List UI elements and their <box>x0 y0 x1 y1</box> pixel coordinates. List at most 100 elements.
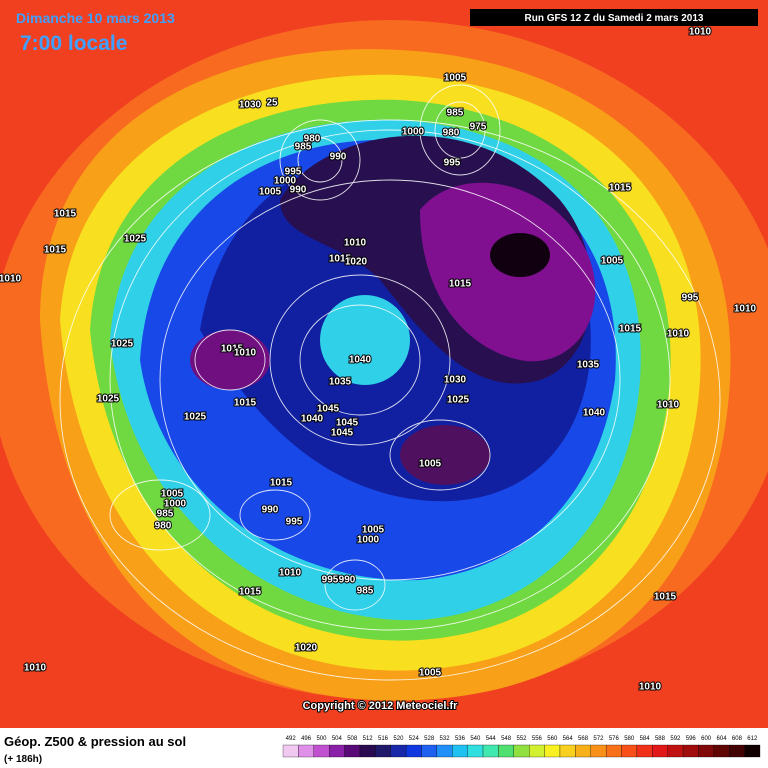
legend-swatch <box>590 744 607 758</box>
legend-swatch <box>282 744 299 758</box>
copyright: Copyright © 2012 Meteociel.fr <box>303 700 459 712</box>
legend-swatch <box>713 744 730 758</box>
isobar-label: 1015 <box>329 254 352 265</box>
isobar-label: 1010 <box>24 663 47 674</box>
isobar-label: 1015 <box>449 279 472 290</box>
isobar-label: 1045 <box>331 428 354 439</box>
legend-swatch <box>682 744 699 758</box>
isobar-label: 1010 <box>279 568 302 579</box>
isobar-label: 1005 <box>419 459 442 470</box>
legend-swatch <box>313 744 330 758</box>
legend-label: 544 <box>486 736 497 742</box>
legend-label: 536 <box>455 736 466 742</box>
isobar-label: 1005 <box>259 187 282 198</box>
legend-label: 556 <box>532 736 543 742</box>
legend-swatch <box>652 744 668 758</box>
isobar-label: 1010 <box>639 682 662 693</box>
isobar-label: 990 <box>330 152 347 163</box>
isobar-label: 1010 <box>657 400 680 411</box>
isobar-label: 1025 <box>97 394 120 405</box>
time-label: 7:00 locale <box>20 32 127 55</box>
legend-label: 524 <box>409 736 420 742</box>
isobar-label: 985 <box>295 142 312 153</box>
isobar-label: 25 <box>266 98 278 109</box>
legend-label: 512 <box>363 736 374 742</box>
legend-label: 500 <box>316 736 327 742</box>
legend-label: 580 <box>624 736 635 742</box>
isobar-label: 1040 <box>583 408 606 419</box>
isobar-label: 1005 <box>601 256 624 267</box>
legend-label: 576 <box>609 736 620 742</box>
isobar-label: 1000 <box>274 176 297 187</box>
legend-swatch <box>621 744 638 758</box>
legend-swatch <box>359 744 376 758</box>
legend-label: 588 <box>655 736 666 742</box>
isobar-label: 990 <box>339 575 356 586</box>
isobar-label: 1015 <box>654 592 677 603</box>
legend-swatch <box>744 744 761 758</box>
legend-label: 528 <box>424 736 435 742</box>
legend-swatch <box>513 744 530 758</box>
field-band <box>320 295 410 385</box>
isobar-label: 985 <box>157 509 174 520</box>
isobar-label: 1005 <box>444 73 467 84</box>
isobar-label: 980 <box>443 128 460 139</box>
field-band <box>400 425 490 485</box>
geopotential-fields <box>0 20 768 701</box>
run-box <box>470 9 758 26</box>
legend-label: 572 <box>593 736 604 742</box>
isobar-label: 1040 <box>301 414 324 425</box>
isobar-label: 1025 <box>184 412 207 423</box>
isobar-label: 1015 <box>54 209 77 220</box>
legend-swatch <box>344 744 361 758</box>
isobar-label: 1000 <box>164 499 187 510</box>
legend-swatch <box>667 744 684 758</box>
legend-swatch <box>436 744 453 758</box>
isobar-label: 1045 <box>317 404 340 415</box>
legend-swatch <box>575 744 591 758</box>
isobar-label: 1015 <box>44 245 67 256</box>
isobar-label: 1015 <box>234 398 257 409</box>
legend-swatch <box>544 744 561 758</box>
legend-label: 612 <box>747 736 758 742</box>
legend-label: 520 <box>393 736 404 742</box>
isobar-label: 1030 <box>239 100 262 111</box>
run-label: Run GFS 12 Z du Samedi 2 mars 2013 <box>525 13 704 24</box>
legend-swatch <box>421 744 438 758</box>
isobar-label: 1005 <box>161 489 184 500</box>
field-band <box>190 330 270 390</box>
isobar-label: 1025 <box>111 339 134 350</box>
legend-swatch <box>482 744 499 758</box>
isobar-label: 975 <box>470 122 487 133</box>
isobar-label: 1025 <box>124 234 147 245</box>
isobar-label: 1010 <box>689 27 712 38</box>
isobar-label: 1015 <box>221 344 244 355</box>
isobar-label: 1015 <box>270 478 293 489</box>
isobar-label: 995 <box>285 167 302 178</box>
isobar-label: 985 <box>447 108 464 119</box>
legend-label: 568 <box>578 736 589 742</box>
legend-label: 504 <box>332 736 343 742</box>
legend-swatch <box>390 744 407 758</box>
isobar-label: 1000 <box>357 535 380 546</box>
footer-lead: (+ 186h) <box>4 754 42 765</box>
isobar-label: 1025 <box>447 395 470 406</box>
isobar-label: 1015 <box>619 324 642 335</box>
legend-label: 600 <box>701 736 712 742</box>
legend-label: 608 <box>732 736 743 742</box>
legend-swatch <box>559 744 576 758</box>
legend-swatch <box>452 744 468 758</box>
legend-swatch <box>636 744 653 758</box>
isobar-label: 1010 <box>234 348 257 359</box>
isobar-label: 1035 <box>577 360 600 371</box>
legend-label: 540 <box>470 736 481 742</box>
legend-swatch <box>498 744 514 758</box>
legend-label: 532 <box>440 736 451 742</box>
field-band <box>490 233 550 277</box>
isobar-label: 1005 <box>419 668 442 679</box>
legend-swatch <box>605 744 622 758</box>
isobar-label: 1005 <box>362 525 385 536</box>
isobar-label: 1020 <box>295 643 318 654</box>
